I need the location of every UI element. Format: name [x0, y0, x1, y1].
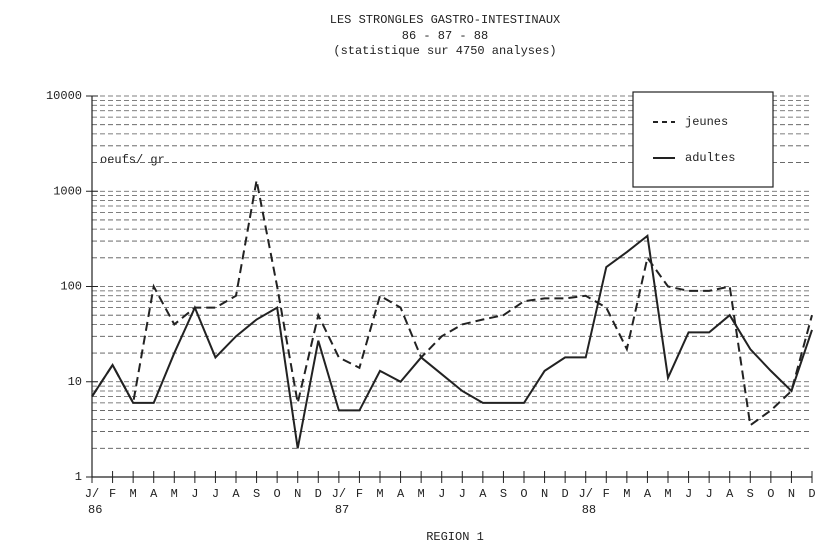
x-tick-label: M: [623, 487, 630, 501]
x-tick-label: A: [726, 487, 734, 501]
year-label: 86: [88, 503, 102, 517]
y-tick-label: 1: [75, 470, 82, 484]
x-tick-label: S: [500, 487, 507, 501]
y-tick-label: 10000: [46, 89, 82, 103]
x-tick-label: J: [191, 487, 198, 501]
x-tick-label: J: [685, 487, 692, 501]
x-tick-label: M: [130, 487, 137, 501]
x-tick-label: A: [644, 487, 652, 501]
x-tick-label: A: [232, 487, 240, 501]
chart-title: LES STRONGLES GASTRO-INTESTINAUX: [330, 13, 560, 27]
x-tick-label: D: [808, 487, 815, 501]
x-tick-label: O: [274, 487, 281, 501]
x-tick-label: A: [479, 487, 487, 501]
series-line: [91, 180, 813, 427]
x-tick-label: N: [541, 487, 548, 501]
x-tick-label: D: [315, 487, 322, 501]
chart-subtitle: 86 - 87 - 88: [402, 29, 488, 43]
y-tick-label: 10: [68, 375, 82, 389]
legend-box: [632, 91, 774, 188]
chart-note: (statistique sur 4750 analyses): [333, 44, 556, 58]
x-tick-label: J: [459, 487, 466, 501]
x-tick-label: J: [706, 487, 713, 501]
x-tick-label: A: [150, 487, 158, 501]
legend-label: jeunes: [685, 115, 728, 129]
series-line: [91, 234, 813, 449]
x-tick-label: J: [438, 487, 445, 501]
x-tick-label: D: [562, 487, 569, 501]
x-tick-label: J: [212, 487, 219, 501]
year-label: 88: [582, 503, 596, 517]
x-tick-label: F: [356, 487, 363, 501]
x-tick-label: F: [603, 487, 610, 501]
x-tick-label: M: [376, 487, 383, 501]
x-tick-label: O: [520, 487, 527, 501]
x-tick-label: A: [397, 487, 405, 501]
y-tick-label: 1000: [53, 184, 82, 198]
x-tick-label: S: [747, 487, 754, 501]
x-tick-label: N: [294, 487, 301, 501]
x-tick-label: N: [788, 487, 795, 501]
legend-label: adultes: [685, 151, 735, 165]
x-tick-label: J/: [579, 487, 593, 501]
x-tick-label: J/: [332, 487, 346, 501]
x-tick-label: J/: [85, 487, 99, 501]
x-axis-label: REGION 1: [426, 530, 484, 544]
y-tick-label: 100: [60, 280, 82, 294]
year-label: 87: [335, 503, 349, 517]
x-tick-label: M: [171, 487, 178, 501]
x-tick-label: S: [253, 487, 260, 501]
x-tick-label: F: [109, 487, 116, 501]
x-tick-label: M: [418, 487, 425, 501]
x-tick-label: M: [664, 487, 671, 501]
y-axis-label: oeufs/ gr: [100, 153, 165, 167]
x-tick-label: O: [767, 487, 774, 501]
